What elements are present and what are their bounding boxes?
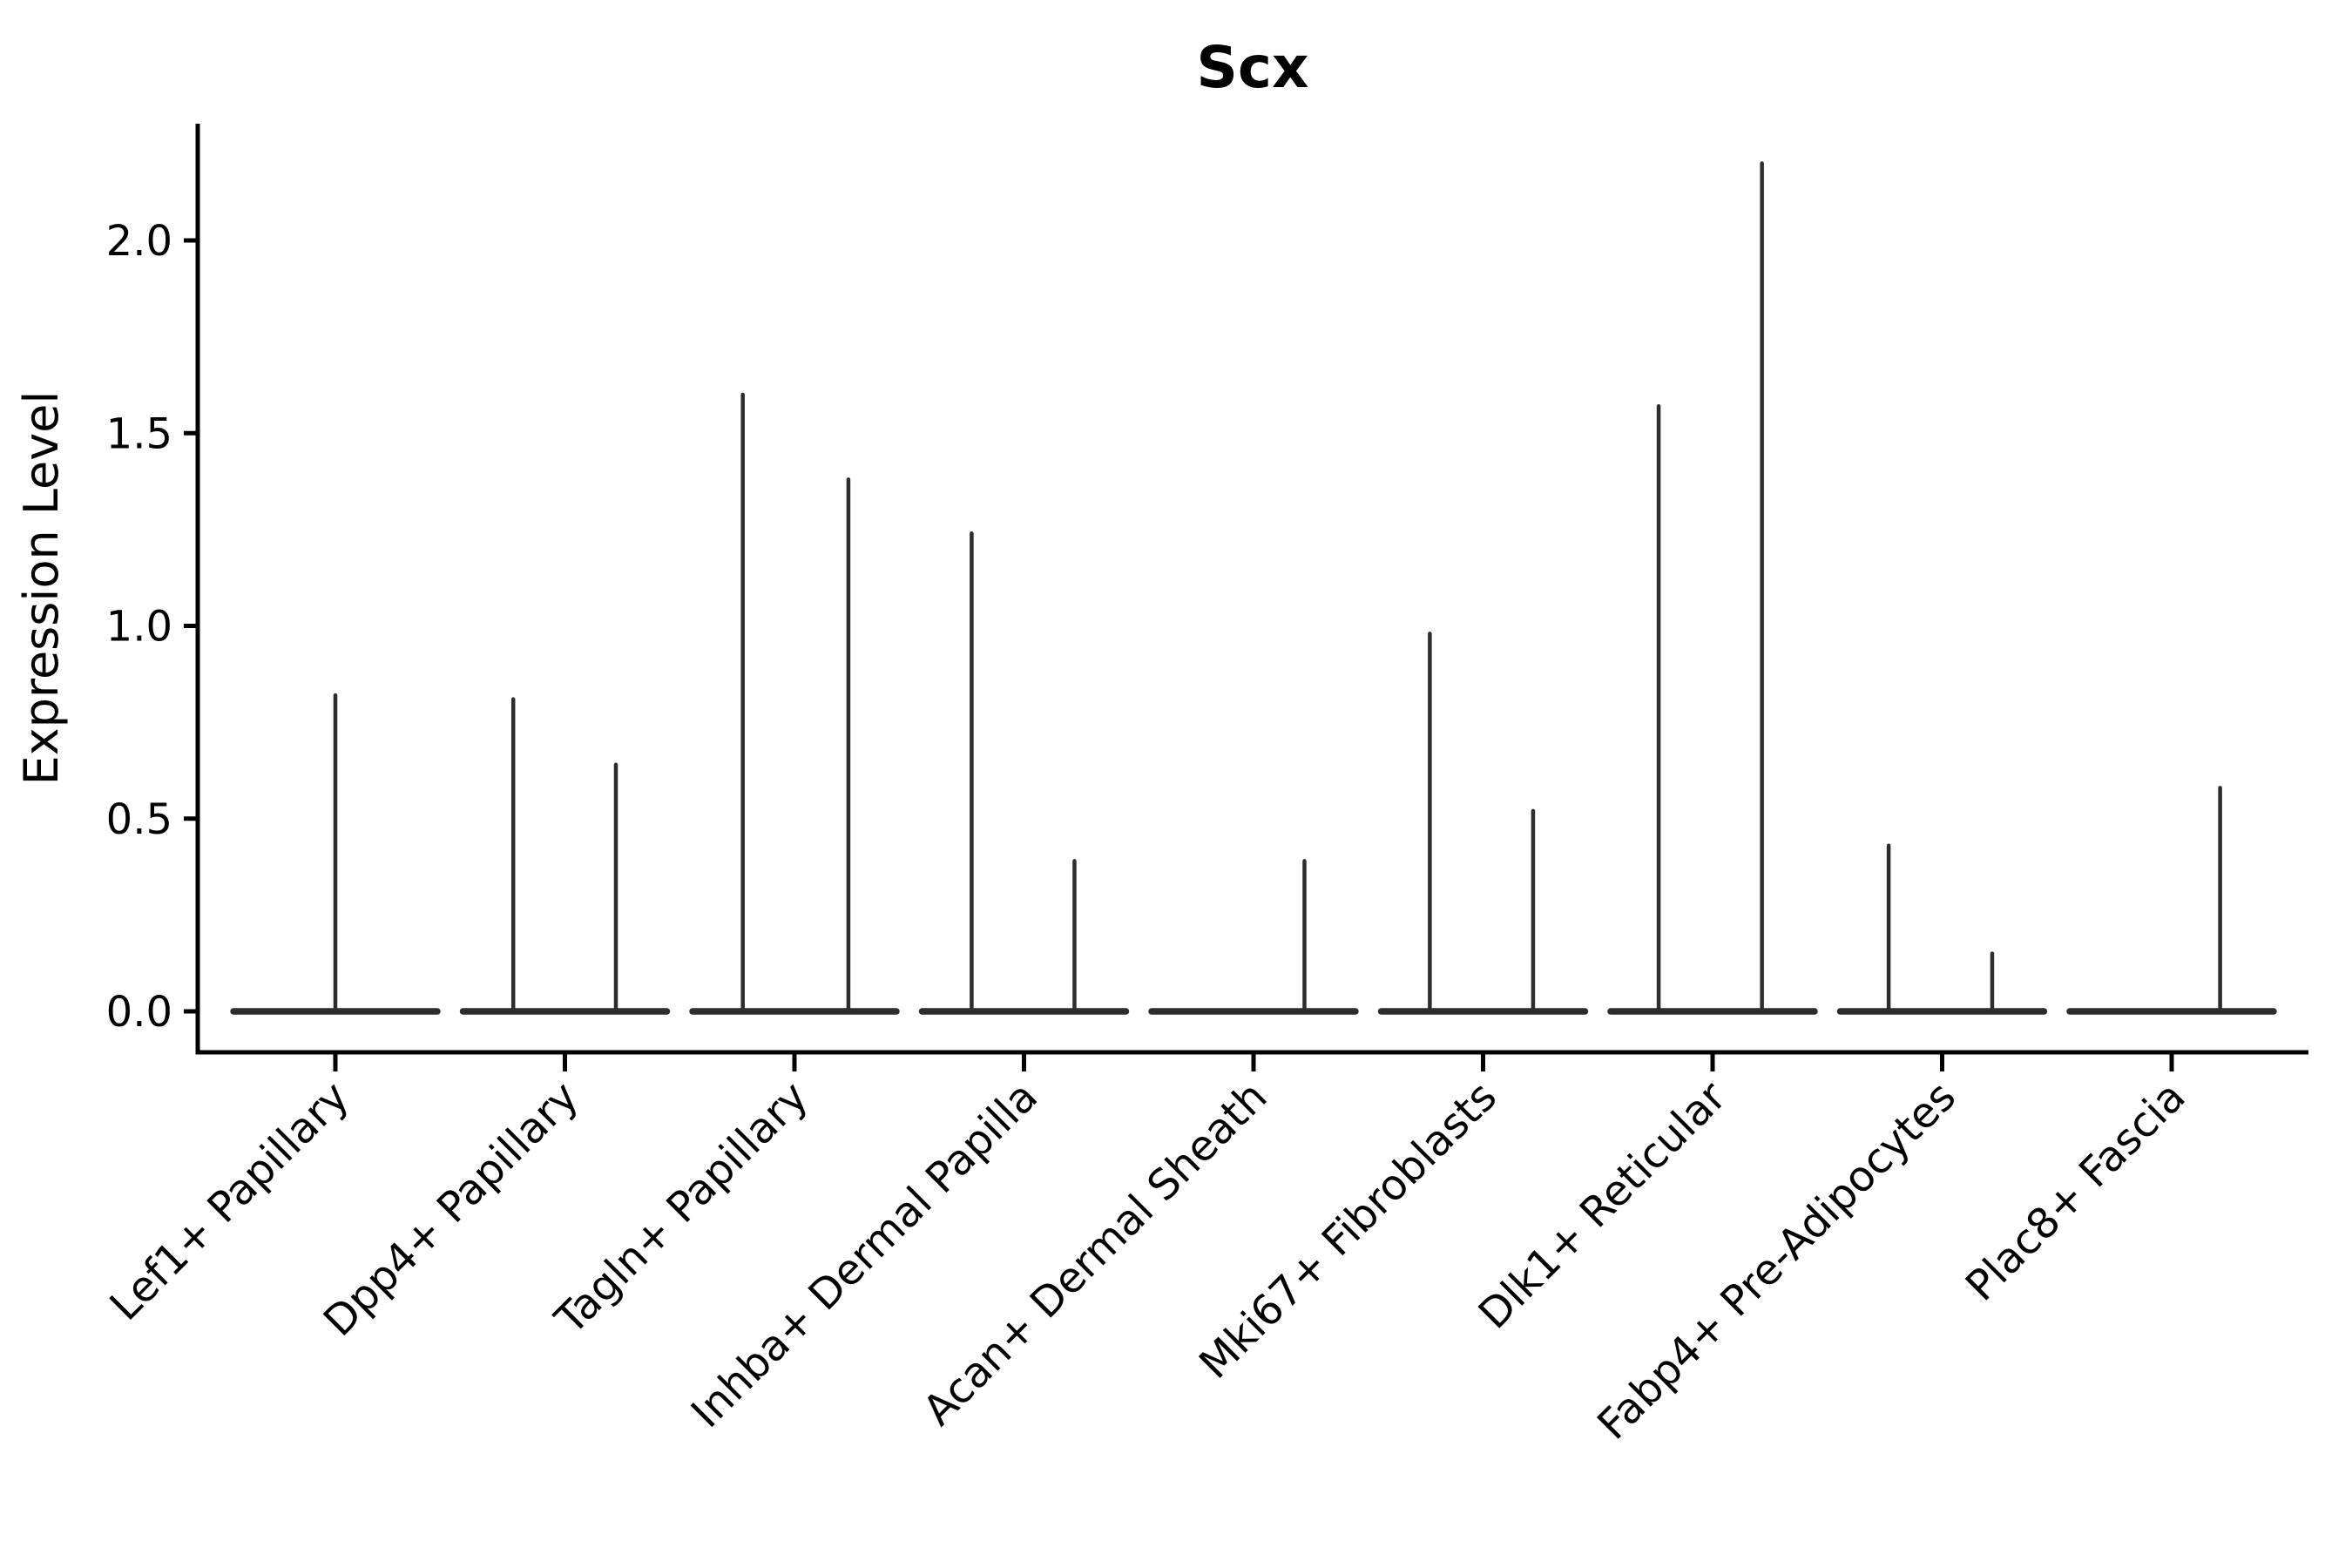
y-tick-label: 0.5: [106, 795, 172, 844]
x-tick-label: Lef1+ Papillary: [101, 1072, 359, 1330]
y-tick-label: 0.0: [106, 988, 172, 1037]
chart-title: Scx: [1196, 34, 1308, 101]
x-tick-label: Dpp4+ Papillary: [314, 1072, 588, 1346]
y-tick-label: 1.0: [106, 603, 172, 652]
x-tick-label: Dlk1+ Reticular: [1470, 1072, 1736, 1339]
x-tick-label: Tagln+ Papillary: [545, 1072, 817, 1344]
y-axis-label: Expression Level: [14, 391, 69, 786]
x-tick-label: Plac8+ Fascia: [1957, 1072, 2195, 1311]
y-tick-label: 2.0: [106, 217, 172, 266]
y-tick-label: 1.5: [106, 409, 172, 458]
